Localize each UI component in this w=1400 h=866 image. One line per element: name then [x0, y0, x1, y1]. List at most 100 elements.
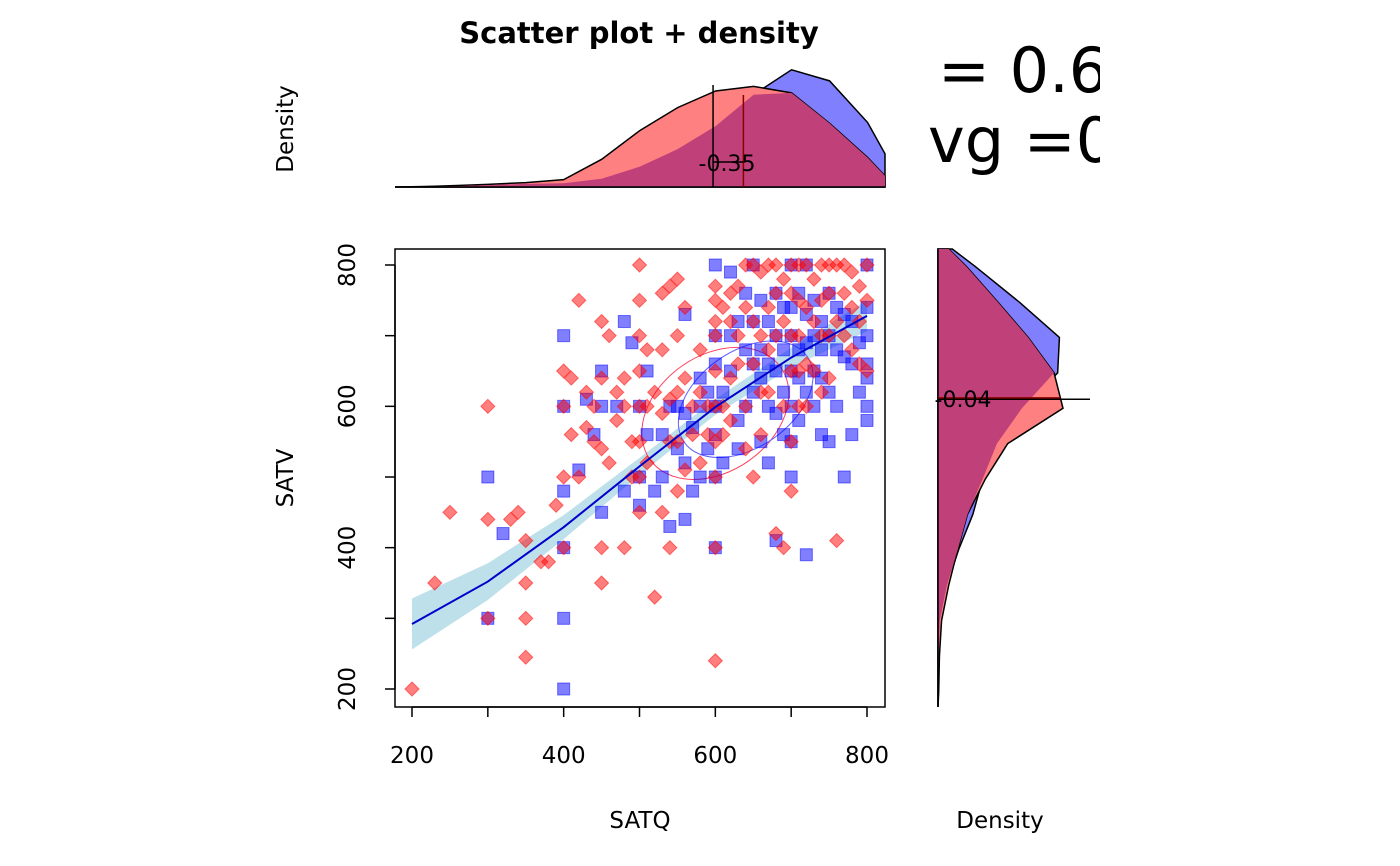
point-group1 — [557, 611, 571, 625]
point-group2 — [707, 653, 724, 669]
chart-title: Scatter plot + density — [459, 16, 819, 50]
point-group2 — [639, 342, 655, 358]
point-group1 — [761, 456, 775, 470]
point-group2 — [404, 681, 420, 697]
point-group1 — [860, 413, 874, 427]
point-group2 — [730, 327, 746, 344]
point-group2 — [730, 278, 746, 294]
point-group2 — [684, 426, 701, 443]
point-group1 — [852, 385, 866, 399]
right-density-overlap — [938, 249, 1055, 707]
point-group2 — [745, 469, 761, 485]
point-group2 — [616, 539, 633, 556]
point-group1 — [655, 428, 669, 442]
point-group2 — [631, 469, 648, 485]
point-group2 — [753, 327, 769, 344]
point-group2 — [669, 271, 686, 287]
point-group2 — [555, 469, 572, 485]
point-group2 — [692, 455, 708, 471]
point-group2 — [609, 412, 625, 429]
point-group2 — [593, 575, 610, 591]
right-density-panel: -0.04 — [935, 248, 1090, 708]
point-group2 — [707, 278, 724, 294]
point-group1 — [595, 505, 609, 519]
point-group2 — [844, 264, 860, 280]
point-group1 — [799, 548, 813, 562]
point-group2 — [859, 363, 875, 379]
point-group1 — [481, 470, 495, 484]
point-group2 — [775, 271, 792, 287]
point-group2 — [806, 363, 822, 379]
point-group2 — [768, 525, 784, 542]
point-group2 — [555, 539, 572, 556]
point-group2 — [859, 292, 875, 309]
point-group2 — [753, 426, 769, 443]
point-group1 — [557, 484, 571, 498]
point-group2 — [707, 327, 724, 344]
point-group2 — [684, 398, 701, 415]
point-group2 — [639, 398, 655, 415]
point-group1 — [663, 519, 677, 533]
point-group2 — [571, 292, 587, 309]
point-group2 — [609, 384, 625, 400]
point-group2 — [571, 469, 587, 485]
point-group2 — [791, 327, 807, 344]
point-group2 — [745, 356, 761, 372]
point-group1 — [761, 315, 775, 329]
point-group2 — [669, 327, 686, 344]
point-group2 — [677, 299, 693, 316]
point-group2 — [760, 299, 777, 316]
point-group2 — [631, 292, 648, 309]
point-group1 — [716, 385, 730, 399]
point-group2 — [859, 257, 875, 273]
y-axis: 200 400 600 800 — [335, 243, 396, 711]
point-group2 — [692, 342, 708, 358]
point-group2 — [563, 370, 579, 386]
point-group2 — [798, 257, 815, 273]
point-group1 — [777, 343, 791, 357]
point-group2 — [745, 313, 761, 330]
y-tick-label: 200 — [335, 667, 361, 711]
point-group1 — [617, 484, 631, 498]
point-group2 — [722, 370, 739, 386]
point-group2 — [768, 327, 784, 344]
point-group2 — [836, 285, 852, 301]
point-group1 — [777, 385, 791, 399]
x-axis-label: SATQ — [609, 808, 670, 834]
fit-line — [411, 315, 868, 625]
right-density-label: Density — [956, 808, 1043, 834]
point-group1 — [655, 470, 669, 484]
point-group2 — [646, 384, 663, 400]
point-group2 — [844, 299, 860, 316]
point-group2 — [616, 398, 633, 415]
point-group1 — [617, 315, 631, 329]
point-group2 — [821, 285, 837, 301]
point-group2 — [715, 299, 731, 316]
point-group2 — [768, 285, 784, 301]
point-group1 — [860, 399, 874, 413]
overlay-text-line-2: vg =0. — [928, 104, 1135, 177]
point-group1 — [837, 470, 851, 484]
point-group2 — [578, 419, 595, 436]
point-group2 — [563, 426, 579, 443]
point-group1 — [701, 442, 715, 456]
point-group2 — [775, 313, 792, 330]
top-density-panel: -0.35 — [394, 68, 886, 188]
point-group2 — [768, 257, 784, 273]
point-group1 — [799, 385, 813, 399]
point-group2 — [760, 342, 777, 358]
point-group2 — [821, 370, 837, 386]
point-group2 — [601, 327, 617, 344]
point-group2 — [578, 384, 595, 400]
point-group2 — [798, 299, 815, 316]
point-group2 — [828, 313, 845, 330]
point-group1 — [860, 329, 874, 343]
point-group2 — [730, 356, 746, 372]
point-group2 — [654, 405, 670, 422]
point-group2 — [586, 398, 602, 415]
point-group1 — [769, 406, 783, 420]
point-group2 — [669, 384, 686, 400]
point-group1 — [557, 682, 571, 696]
point-group1 — [640, 428, 654, 442]
